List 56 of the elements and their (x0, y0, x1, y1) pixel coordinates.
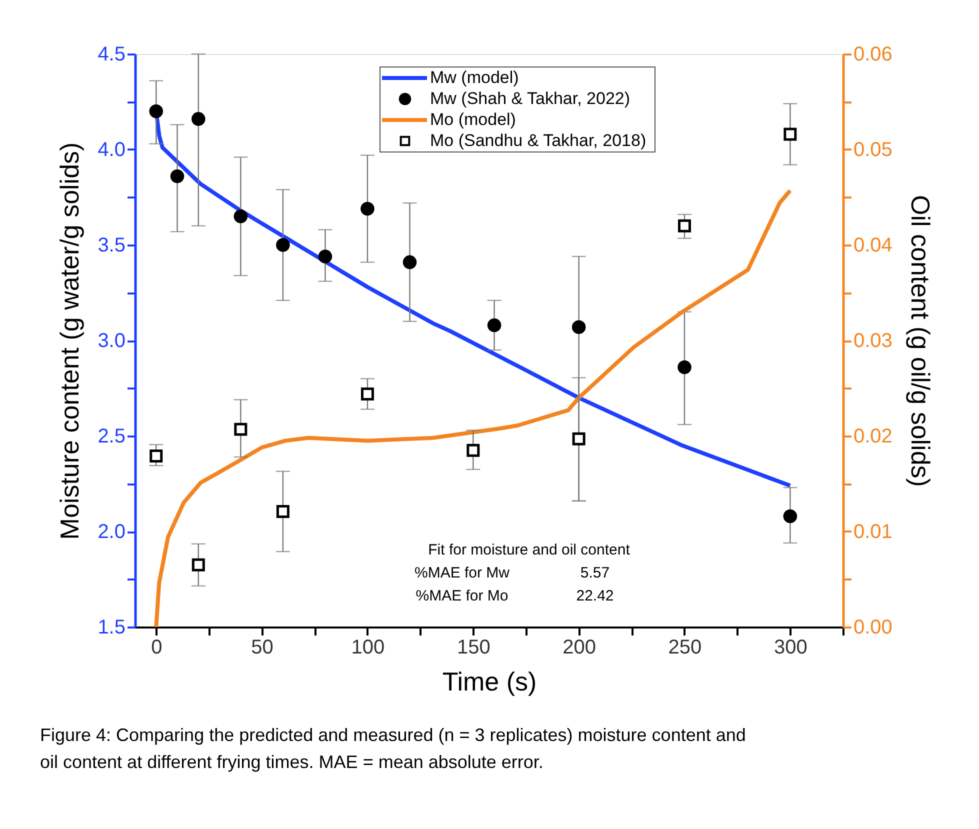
point (170, 169, 184, 184)
annotation: Fit for moisture and oil content (428, 542, 631, 558)
x-tick-label: 150 (456, 636, 490, 658)
point (360, 202, 374, 216)
annotation: 22.42 (576, 588, 614, 604)
y2-tick-label: 0.00 (854, 616, 892, 638)
point (402, 255, 417, 270)
line-series (154, 188, 792, 629)
x-tick-label: 0 (151, 636, 162, 658)
point (783, 509, 798, 524)
point (678, 360, 692, 374)
legend-label: Mo (model) (430, 110, 516, 129)
x-axis-title: Time (s) (442, 666, 537, 696)
point (360, 387, 374, 400)
annotation: 5.57 (580, 564, 610, 582)
point (466, 444, 480, 457)
y-tick-label: 3.5 (98, 234, 126, 256)
y-tick-label: 2.0 (98, 521, 126, 543)
annotation: %MAE for Mw (414, 564, 510, 582)
point (276, 504, 290, 518)
point (318, 250, 332, 264)
legend-label: Mo (Sandhu & Takhar, 2018) (430, 131, 646, 150)
y-tick-label: 3.0 (98, 330, 126, 352)
x-tick-label: 50 (251, 636, 274, 658)
point (234, 209, 248, 224)
point (192, 558, 205, 572)
point (150, 450, 163, 463)
legend-label: Mw (Shah & Takhar, 2022) (430, 89, 630, 108)
legend-label: Mw (model) (430, 68, 519, 87)
y-tick-label: 1.5 (98, 616, 126, 638)
y-tick-label: 4.5 (98, 44, 126, 66)
caption: Figure 4: Comparing the predicted and measured (n = 3 replicates) moisture content and oil content at different frying times. MAE = mean absolute error. (40, 725, 746, 772)
point (487, 318, 502, 332)
y2-tick-label: 0.05 (854, 139, 892, 161)
point (192, 112, 206, 126)
x-tick-label: 200 (562, 636, 596, 658)
point (572, 432, 586, 446)
x-tick-label: 300 (774, 636, 808, 658)
y2-axis-title: Oil content (g oil/g solids) (905, 195, 936, 487)
point (572, 320, 586, 334)
point (784, 128, 797, 141)
annotation: %MAE for Mo (416, 588, 508, 604)
y2-tick-label: 0.03 (854, 330, 892, 352)
y-tick-label: 4.0 (98, 139, 126, 161)
y-axis-title: Moisture content (g water/g solids) (54, 142, 85, 540)
x-tick-label: 100 (351, 636, 385, 658)
point (276, 238, 290, 252)
y2-tick-label: 0.02 (854, 426, 892, 448)
point (234, 422, 248, 436)
point (678, 219, 691, 232)
y2-tick-label: 0.06 (854, 44, 892, 66)
point (149, 104, 164, 118)
x-tick-label: 250 (668, 636, 702, 658)
y2-tick-label: 0.01 (854, 521, 892, 543)
y-tick-label: 2.5 (98, 426, 126, 448)
y2-tick-label: 0.04 (854, 234, 892, 256)
